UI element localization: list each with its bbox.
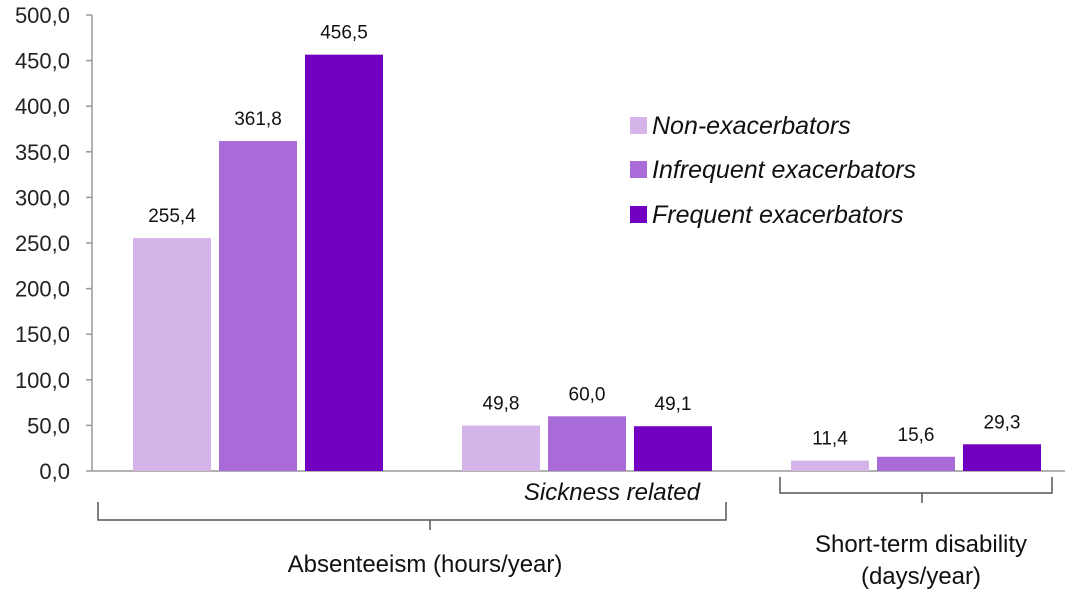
y-tick-label: 150,0 — [15, 322, 70, 347]
bar — [963, 444, 1041, 471]
data-label: 11,4 — [812, 429, 848, 450]
data-label: 29,3 — [984, 412, 1021, 433]
y-tick-label: 0,0 — [39, 459, 70, 484]
brace-absenteeism — [97, 502, 727, 530]
y-tick-label: 50,0 — [27, 413, 70, 438]
bar — [791, 460, 869, 471]
y-tick-label: 500,0 — [15, 3, 70, 28]
data-label: 49,8 — [483, 394, 520, 415]
group-label-absenteeism: Absenteeism (hours/year) — [288, 551, 563, 578]
data-label: 361,8 — [234, 109, 282, 130]
y-tick-label: 250,0 — [15, 231, 70, 256]
bar — [548, 416, 626, 471]
bar — [877, 456, 955, 471]
y-tick-label: 450,0 — [15, 49, 70, 74]
bar — [133, 238, 211, 471]
legend: Non-exacerbators Infrequent exacerbators… — [630, 112, 916, 229]
y-tick-label: 200,0 — [15, 277, 70, 302]
bar — [634, 426, 712, 471]
data-label: 456,5 — [320, 23, 368, 44]
data-label: 49,1 — [655, 394, 692, 415]
y-axis: 500,0 450,0 400,0 350,0 300,0 250,0 200,0 150,0… — [15, 3, 1065, 484]
category-label-sickness-related: Sickness related — [524, 479, 701, 506]
bar — [462, 425, 540, 471]
bar — [305, 54, 383, 472]
legend-swatch-infrequent-exacerbators — [630, 161, 647, 178]
y-tick-label: 400,0 — [15, 94, 70, 119]
bars — [133, 54, 1041, 472]
legend-label-non-exacerbators: Non-exacerbators — [652, 112, 851, 140]
data-labels: 255,4 49,8 11,4 361,8 60,0 15,6 456,5 49,1 29,3 — [148, 23, 1020, 450]
legend-label-infrequent-exacerbators: Infrequent exacerbators — [652, 156, 916, 184]
group-label-days-per-year: (days/year) — [861, 563, 981, 590]
brace-short-term-disability — [779, 477, 1053, 503]
legend-label-frequent-exacerbators: Frequent exacerbators — [652, 201, 904, 229]
group-label-short-term-disability: Short-term disability — [815, 531, 1027, 558]
y-tick-label: 350,0 — [15, 140, 70, 165]
data-label: 15,6 — [898, 425, 935, 446]
y-tick-label: 300,0 — [15, 185, 70, 210]
data-label: 60,0 — [569, 384, 606, 405]
bar — [219, 141, 297, 472]
data-label: 255,4 — [148, 206, 196, 227]
y-tick-label: 100,0 — [15, 368, 70, 393]
legend-swatch-frequent-exacerbators — [630, 206, 647, 223]
legend-swatch-non-exacerbators — [630, 117, 647, 134]
